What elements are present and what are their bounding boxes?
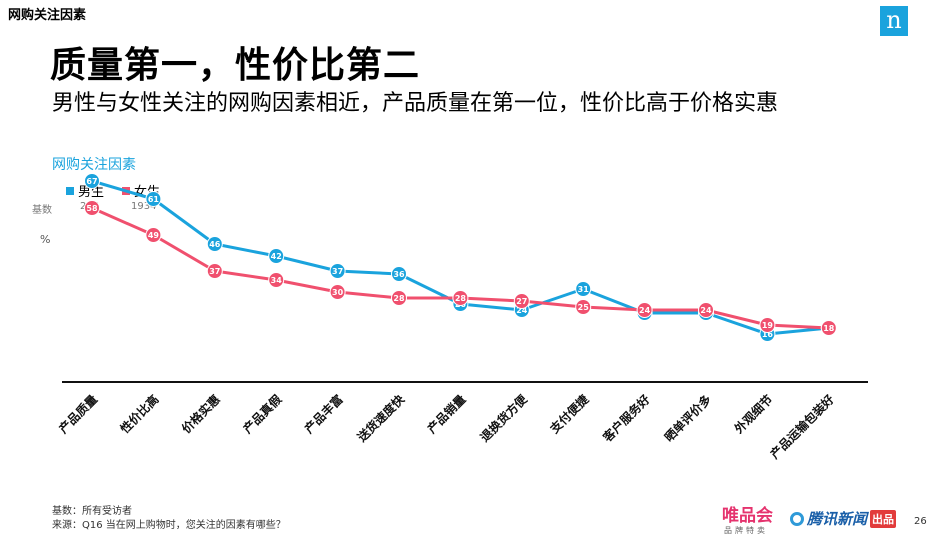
page-subtitle: 男性与女性关注的网购因素相近，产品质量在第一位，性价比高于价格实惠	[52, 91, 779, 116]
footnote-source: 来源：Q16 当在网上购物时，您关注的因素有哪些？	[52, 520, 286, 531]
x-tick-label: 支付便捷	[546, 391, 592, 437]
data-label-female: 58	[86, 204, 98, 213]
data-point-female	[84, 200, 100, 216]
data-point-female	[759, 317, 776, 333]
data-point-male	[391, 266, 407, 282]
data-point-female	[391, 290, 407, 306]
footnote-base: 基数：所有受访者	[52, 506, 132, 517]
x-tick-label: 价格实惠	[178, 392, 223, 437]
data-point-male	[268, 248, 285, 264]
data-label-male: 31	[578, 285, 590, 294]
page-number: 26	[914, 516, 927, 527]
data-point-female	[698, 302, 714, 318]
chart-title: 网购关注因素	[52, 157, 136, 173]
x-tick-label: 产品丰富	[301, 392, 346, 437]
x-tick-label: 晒单评价多	[661, 392, 714, 445]
data-label-female: 27	[516, 297, 527, 306]
data-point-female	[636, 302, 653, 318]
data-label-male: 16	[762, 330, 774, 339]
data-label-male: 24	[516, 306, 528, 315]
tencent-news-text: 腾讯新闻	[807, 510, 868, 528]
x-tick-label: 产品运输包装好	[767, 392, 837, 462]
data-point-female	[452, 290, 469, 306]
data-label-female: 19	[762, 321, 774, 330]
tencent-news-badge: 出品	[870, 509, 897, 528]
data-label-female: 18	[823, 324, 835, 333]
legend-base-female: 1934	[131, 201, 157, 212]
data-label-female: 28	[393, 294, 405, 303]
data-point-female	[329, 284, 346, 300]
data-label-male: 67	[86, 177, 97, 186]
data-label-female: 37	[209, 267, 220, 276]
x-tick-label: 外观细节	[731, 392, 776, 437]
data-point-male	[145, 191, 162, 207]
data-point-male	[575, 281, 592, 297]
x-tick-label: 性价比高	[116, 392, 161, 437]
legend-item-male: 男生	[66, 181, 104, 200]
legend-base-label: 基数	[32, 205, 52, 216]
page-title: 质量第一，性价比第二	[50, 45, 421, 86]
data-label-female: 49	[148, 231, 160, 240]
tencent-news-logo: 腾讯新闻 出品	[790, 508, 897, 529]
data-point-male	[84, 173, 100, 189]
x-tick-label: 客户服务好	[599, 392, 653, 446]
vip-logo: 唯品会	[722, 506, 773, 526]
x-tick-label: 产品真假	[240, 391, 285, 436]
data-point-female	[145, 227, 162, 243]
data-label-female: 25	[578, 303, 590, 312]
data-label-female: 34	[271, 276, 283, 285]
data-point-female	[575, 299, 592, 315]
data-point-female	[206, 263, 223, 279]
x-tick-label: 送货速度快	[353, 391, 407, 445]
data-label-male: 46	[209, 240, 221, 249]
data-point-female	[513, 293, 530, 309]
data-label-male: 42	[271, 252, 282, 261]
x-tick-label: 产品质量	[56, 392, 101, 437]
vip-logo-tagline: 品牌特卖	[724, 526, 768, 535]
brand-logo: n	[880, 6, 908, 36]
data-point-male	[329, 263, 346, 279]
data-point-female	[268, 272, 285, 288]
data-label-male: 61	[148, 195, 160, 204]
legend-swatch-male	[66, 186, 74, 195]
data-label-female: 24	[700, 306, 712, 315]
data-label-female: 24	[639, 306, 651, 315]
data-label-female: 30	[332, 288, 344, 297]
data-point-female	[820, 320, 837, 336]
y-axis-unit: %	[40, 233, 51, 246]
data-point-male	[206, 236, 223, 252]
data-label-male: 36	[393, 270, 405, 279]
data-label-male: 37	[332, 267, 343, 276]
x-tick-label: 退换货方便	[477, 391, 531, 445]
top-section-label: 网购关注因素	[8, 8, 87, 23]
tencent-news-icon	[790, 511, 804, 526]
legend-label-male: 男生	[78, 185, 105, 200]
data-label-female: 28	[455, 294, 467, 303]
x-tick-label: 产品销量	[424, 392, 469, 437]
